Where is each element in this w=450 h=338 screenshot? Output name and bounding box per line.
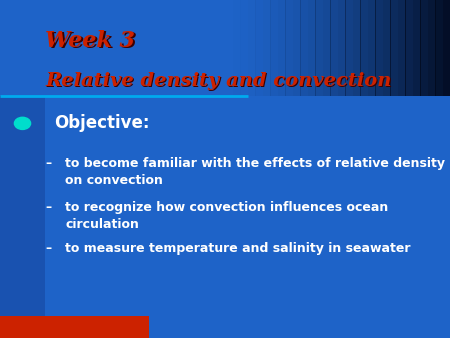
FancyBboxPatch shape <box>413 0 421 96</box>
Text: Relative density and convection: Relative density and convection <box>45 72 392 90</box>
FancyBboxPatch shape <box>270 0 279 96</box>
FancyBboxPatch shape <box>368 0 376 96</box>
FancyBboxPatch shape <box>307 0 316 96</box>
FancyBboxPatch shape <box>0 96 45 338</box>
Text: –: – <box>45 242 51 255</box>
Text: –: – <box>45 201 51 214</box>
FancyBboxPatch shape <box>0 316 148 338</box>
FancyBboxPatch shape <box>330 0 338 96</box>
FancyBboxPatch shape <box>442 0 450 96</box>
FancyBboxPatch shape <box>323 0 331 96</box>
FancyBboxPatch shape <box>300 0 308 96</box>
Text: Objective:: Objective: <box>54 114 149 132</box>
Text: –: – <box>45 157 51 170</box>
FancyBboxPatch shape <box>420 0 428 96</box>
FancyBboxPatch shape <box>352 0 361 96</box>
FancyBboxPatch shape <box>285 0 293 96</box>
FancyBboxPatch shape <box>375 0 383 96</box>
FancyBboxPatch shape <box>382 0 391 96</box>
Text: Week 3: Week 3 <box>47 31 137 53</box>
Circle shape <box>14 117 31 129</box>
FancyBboxPatch shape <box>360 0 369 96</box>
FancyBboxPatch shape <box>397 0 406 96</box>
FancyBboxPatch shape <box>338 0 346 96</box>
Text: to become familiar with the effects of relative density
on convection: to become familiar with the effects of r… <box>65 157 445 187</box>
FancyBboxPatch shape <box>405 0 414 96</box>
FancyBboxPatch shape <box>315 0 324 96</box>
FancyBboxPatch shape <box>278 0 286 96</box>
FancyBboxPatch shape <box>390 0 398 96</box>
FancyBboxPatch shape <box>292 0 301 96</box>
FancyBboxPatch shape <box>428 0 436 96</box>
Text: Week 3: Week 3 <box>45 29 135 52</box>
FancyBboxPatch shape <box>435 0 443 96</box>
Text: to recognize how convection influences ocean
circulation: to recognize how convection influences o… <box>65 201 388 231</box>
FancyBboxPatch shape <box>345 0 353 96</box>
Text: to measure temperature and salinity in seawater: to measure temperature and salinity in s… <box>65 242 411 255</box>
Text: Relative density and convection: Relative density and convection <box>47 73 393 92</box>
FancyBboxPatch shape <box>262 0 271 96</box>
